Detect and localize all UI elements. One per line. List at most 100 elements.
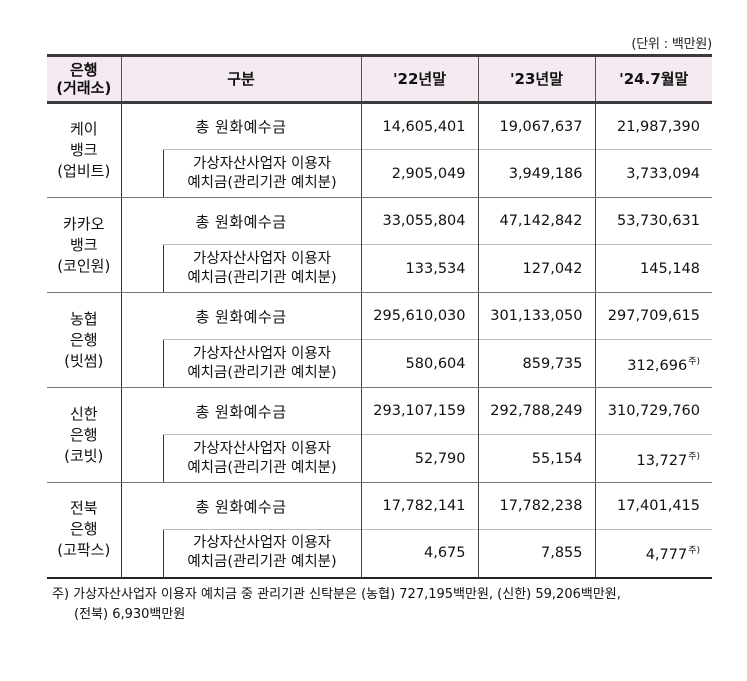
footnote-line2: (전북) 6,930백만원: [74, 607, 186, 622]
bank-name-line1: 케이: [69, 120, 98, 138]
header-bank: 은행 (거래소): [47, 54, 121, 104]
value-sub: 4,675: [360, 529, 479, 579]
bank-cell: 농협 은행 (빗썸): [47, 292, 122, 388]
indent-spacer: [121, 339, 163, 388]
bank-cell: 전북 은행 (고팍스): [47, 482, 122, 579]
value-total: 301,133,050: [477, 292, 596, 340]
value-sub: 133,534: [360, 244, 479, 293]
category-sub-line1: 가상자산사업자 이용자: [193, 250, 332, 267]
bank-cell: 카카오 뱅크 (코인원): [47, 197, 122, 293]
value-sub: 52,790: [360, 434, 479, 483]
header-col-2024-07: '24.7월말: [594, 54, 713, 104]
value-total: 292,788,249: [477, 387, 596, 435]
value-sub-text: 312,696: [627, 357, 688, 374]
value-sub: 580,604: [360, 339, 479, 388]
value-sub-text: 52,790: [414, 450, 466, 467]
value-sub: 145,148: [594, 244, 713, 293]
category-sub-line1: 가상자산사업자 이용자: [193, 345, 332, 362]
value-sub-text: 4,675: [424, 545, 466, 562]
value-total: 21,987,390: [594, 102, 713, 150]
value-sub-text: 145,148: [640, 260, 701, 277]
value-sub-text: 859,735: [522, 355, 583, 372]
value-total: 17,782,238: [477, 482, 596, 530]
bank-name-line2: 은행: [69, 520, 98, 539]
footnote-marker: 주): [688, 451, 701, 462]
category-total: 총 원화예수금: [195, 497, 287, 516]
category-sub-line2: 예치금(관리기관 예치분): [187, 554, 337, 571]
category-sub-line1: 가상자산사업자 이용자: [193, 535, 332, 552]
footnote-marker: 주): [688, 546, 701, 557]
table-row-total: 농협 은행 (빗썸) 총 원화예수금 295,610,030 301,133,050 297…: [47, 292, 713, 388]
footnote-line1: 주) 가상자산사업자 이용자 예치금 중 관리기관 신탁분은 (농협) 727,…: [52, 587, 621, 602]
header-bank-line1: 은행: [69, 61, 98, 79]
indent-spacer: [121, 244, 163, 293]
value-sub: 859,735: [477, 339, 596, 388]
indent-spacer: [121, 434, 163, 483]
bank-exchange: (업비트): [57, 162, 111, 180]
category-total: 총 원화예수금: [195, 402, 287, 421]
bank-name-line2: 뱅크: [69, 141, 98, 159]
value-sub-text: 133,534: [405, 260, 466, 277]
category-sub-line2: 예치금(관리기관 예치분): [187, 459, 337, 476]
category-sub-line2: 예치금(관리기관 예치분): [187, 364, 337, 381]
value-sub-text: 13,727: [636, 452, 688, 469]
category-total: 총 원화예수금: [195, 307, 287, 326]
header-bank-line2: (거래소): [56, 79, 112, 97]
value-sub: 55,154: [477, 434, 596, 483]
value-total: 19,067,637: [477, 102, 596, 150]
value-sub: 2,905,049: [360, 149, 479, 198]
value-total: 295,610,030: [360, 292, 479, 340]
table-row-total: 신한 은행 (코빗) 총 원화예수금 293,107,159 292,788,249 310…: [47, 387, 713, 483]
value-total: 310,729,760: [594, 387, 713, 435]
value-sub-text: 580,604: [405, 355, 466, 372]
bank-name-line1: 농협: [69, 309, 98, 328]
deposit-table: 은행 (거래소) 구분 '22년말 '23년말 '24.7월말 케이 뱅크 (업비트…: [47, 54, 713, 579]
value-sub-text: 7,855: [541, 545, 583, 562]
value-sub-text: 3,949,186: [508, 165, 583, 182]
indent-spacer: [121, 529, 163, 579]
bank-name-line1: 전북: [69, 499, 98, 518]
footnote-marker: 주): [688, 356, 701, 367]
value-total: 17,782,141: [360, 482, 479, 530]
category-sub-line1: 가상자산사업자 이용자: [193, 155, 332, 172]
value-sub: 4,777주): [594, 529, 713, 579]
value-sub-text: 4,777: [645, 547, 688, 564]
value-sub-text: 2,905,049: [391, 165, 466, 182]
value-sub: 13,727주): [594, 434, 713, 483]
header-col-2023: '23년말: [477, 54, 596, 104]
header-col-2022: '22년말: [360, 54, 479, 104]
category-total: 총 원화예수금: [195, 118, 287, 136]
bank-name-line1: 신한: [69, 404, 98, 423]
value-sub: 3,733,094: [594, 149, 713, 198]
value-sub: 127,042: [477, 244, 596, 293]
bank-exchange: (코빗): [64, 446, 104, 465]
value-total: 14,605,401: [360, 102, 479, 150]
bank-exchange: (코인원): [57, 256, 111, 275]
bank-cell: 신한 은행 (코빗): [47, 387, 122, 483]
category-sub-line2: 예치금(관리기관 예치분): [187, 174, 337, 191]
category-total: 총 원화예수금: [195, 212, 287, 231]
value-sub-text: 127,042: [522, 260, 583, 277]
bank-name-line2: 뱅크: [69, 235, 98, 254]
unit-label: (단위 : 백만원): [631, 37, 712, 52]
value-total: 297,709,615: [594, 292, 713, 340]
indent-spacer: [121, 149, 163, 198]
value-sub: 7,855: [477, 529, 596, 579]
value-sub-text: 55,154: [531, 450, 583, 467]
value-total: 33,055,804: [360, 197, 479, 245]
value-sub: 312,696주): [594, 339, 713, 388]
category-sub-line1: 가상자산사업자 이용자: [193, 440, 332, 457]
bank-exchange: (빗썸): [64, 351, 104, 370]
category-sub-line2: 예치금(관리기관 예치분): [187, 269, 337, 286]
